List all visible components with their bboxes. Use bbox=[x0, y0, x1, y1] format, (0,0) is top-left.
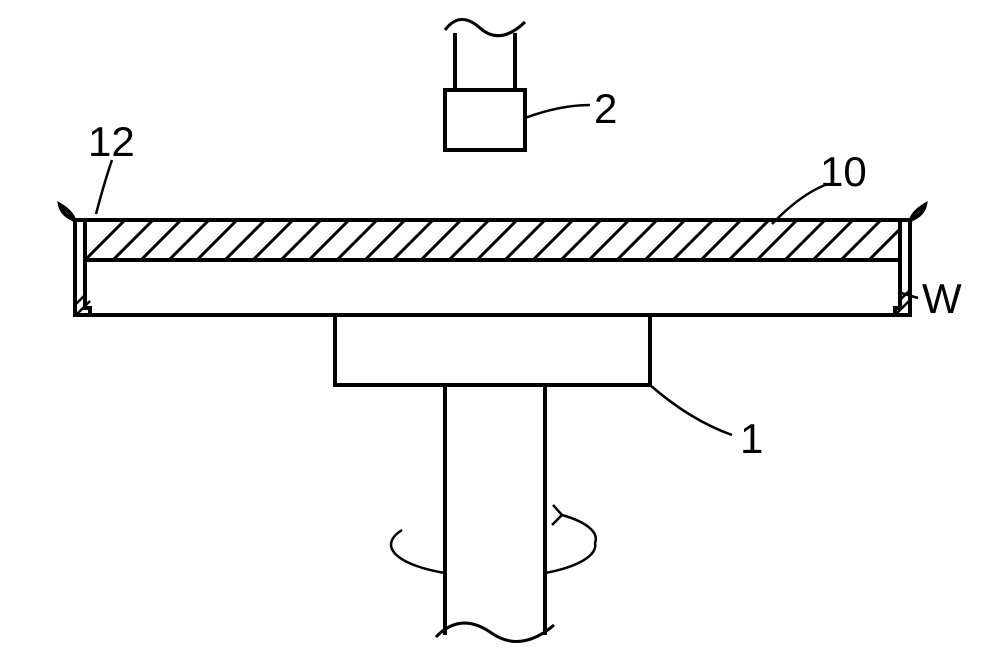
top-stem bbox=[445, 19, 525, 90]
chuck-plate bbox=[335, 315, 650, 385]
left-lip bbox=[60, 205, 90, 315]
top-nozzle bbox=[445, 90, 525, 150]
rotation-arrow bbox=[391, 505, 596, 573]
chuck-stem bbox=[436, 385, 554, 641]
diagram-container: 2 10 12 W 1 bbox=[0, 0, 1000, 660]
right-lip bbox=[895, 205, 925, 315]
label-hatched-layer: 10 bbox=[820, 148, 867, 196]
label-chuck: 1 bbox=[740, 415, 763, 463]
label-left-lip: 12 bbox=[88, 118, 135, 166]
hatched-layer bbox=[85, 220, 909, 260]
technical-diagram-svg bbox=[0, 0, 1000, 660]
substrate bbox=[85, 260, 900, 315]
label-nozzle: 2 bbox=[594, 85, 617, 133]
label-substrate: W bbox=[922, 275, 962, 323]
